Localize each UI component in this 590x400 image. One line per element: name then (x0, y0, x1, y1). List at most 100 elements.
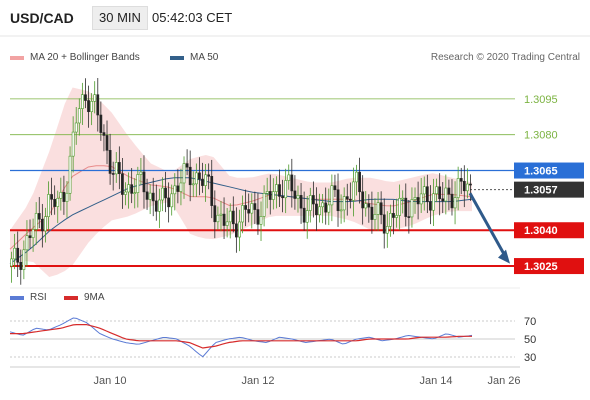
candle-body (419, 193, 423, 205)
time-label: 05:42:03 CET (152, 10, 233, 25)
candle-body (191, 183, 195, 186)
legend-rsi-label: RSI (30, 292, 47, 303)
candle-body (154, 200, 158, 212)
bollinger-swatch (10, 55, 24, 60)
legend-ma9-label: 9MA (84, 292, 105, 303)
candle-body (416, 197, 420, 205)
candles-group (10, 77, 472, 285)
candle-body (161, 187, 164, 201)
candle-body (84, 94, 87, 101)
candle-body (19, 261, 23, 270)
candle-body (462, 180, 466, 192)
candle-body (68, 155, 72, 194)
candle-body (302, 207, 306, 223)
candle-body (105, 135, 109, 151)
candle-body (284, 180, 288, 199)
candle-body (299, 195, 303, 209)
candle-body (53, 198, 57, 207)
candle-body (287, 174, 291, 181)
candle-body (432, 193, 435, 211)
candle-body (28, 235, 32, 238)
candle-body (450, 193, 454, 209)
candle-body (339, 209, 343, 212)
legend-rsi: RSI (10, 292, 47, 303)
forecast-arrow-head (498, 249, 510, 264)
candle-body (34, 213, 38, 230)
candle-body (241, 205, 244, 223)
candle-body (96, 94, 100, 116)
candle-body (47, 194, 50, 217)
candle-body (176, 185, 180, 192)
candle-body (228, 210, 232, 223)
candle-body (429, 201, 432, 211)
level-label-resistance: 1.3080 (524, 130, 558, 142)
candle-body (25, 235, 29, 251)
candle-body (71, 131, 75, 157)
candle-body (352, 181, 355, 201)
candle-body (81, 94, 84, 109)
candle-body (222, 213, 226, 226)
rsi-swatch (10, 295, 24, 300)
credit-label: Research © 2020 Trading Central (430, 52, 580, 63)
candle-body (315, 203, 318, 216)
candle-body (44, 216, 47, 232)
forecast-arrow-shaft (468, 192, 508, 259)
candle-body (130, 184, 134, 194)
rsi-tick-label: 50 (524, 334, 536, 346)
candle-body (219, 213, 223, 216)
candle-body (262, 193, 266, 217)
candle-body (216, 214, 220, 223)
candle-body (281, 196, 284, 199)
candle-body (213, 205, 217, 223)
candle-body (278, 184, 281, 197)
candle-body (364, 203, 368, 209)
candle-body (114, 162, 118, 175)
candle-body (133, 192, 137, 195)
candle-body (324, 202, 328, 213)
candle-body (256, 209, 260, 225)
candle-body (441, 198, 445, 202)
candle-body (167, 197, 170, 208)
candle-body (410, 199, 414, 218)
candle-body (379, 202, 383, 216)
candle-body (318, 206, 321, 216)
x-tick-label: Jan 14 (419, 375, 452, 387)
candle-body (74, 122, 78, 133)
candle-body (182, 163, 186, 184)
candle-body (413, 197, 417, 200)
timeframe-button[interactable]: 30 MIN (92, 6, 148, 30)
candle-body (425, 186, 429, 202)
level-label-support: 1.3040 (524, 225, 558, 237)
candle-body (148, 192, 152, 200)
candle-body (385, 226, 389, 234)
candle-body (268, 191, 272, 200)
candle-body (50, 194, 53, 200)
candle-body (238, 221, 241, 238)
candle-body (407, 216, 411, 218)
symbol-label: USD/CAD (10, 10, 74, 26)
candle-body (117, 162, 121, 175)
level-box-support (514, 258, 584, 275)
ma9-swatch (64, 295, 78, 300)
candle-body (459, 178, 463, 182)
level-label-support: 1.3025 (524, 261, 558, 273)
candle-body (330, 185, 334, 206)
candle-body (305, 210, 309, 223)
candle-body (93, 94, 97, 102)
candle-body (77, 108, 81, 124)
candle-body (210, 175, 214, 206)
rsi-line (9, 317, 473, 358)
x-tick-label: Jan 10 (93, 375, 126, 387)
current-price-label: 1.3057 (524, 185, 558, 197)
candle-body (170, 193, 174, 208)
candle-body (373, 214, 377, 220)
ma50-swatch (170, 55, 184, 60)
candle-body (438, 186, 442, 200)
candle-body (188, 166, 192, 186)
candle-body (444, 187, 448, 202)
candle-body (247, 209, 251, 214)
candle-body (87, 100, 90, 113)
candle-body (355, 171, 358, 183)
